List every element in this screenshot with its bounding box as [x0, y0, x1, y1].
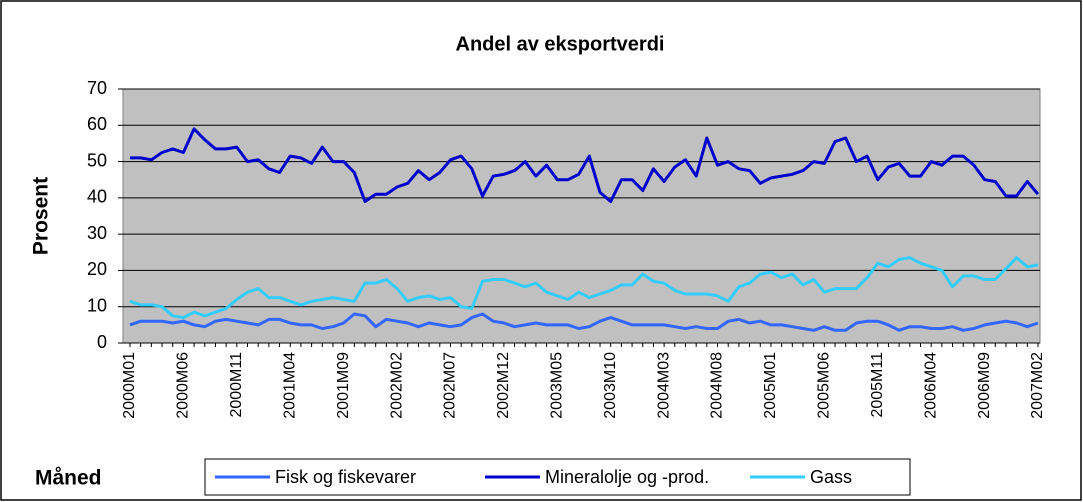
y-tick-label: 60 [87, 114, 107, 134]
y-tick-label: 30 [87, 223, 107, 243]
x-tick-label: 2002M07 [442, 352, 459, 419]
x-tick-label: 2003M10 [602, 352, 619, 419]
x-tick-label: 2000M11 [228, 352, 245, 418]
plot-area [122, 88, 1041, 344]
y-tick-label: 0 [97, 332, 107, 352]
legend-label: Fisk og fiskevarer [275, 467, 416, 487]
x-tick-label: 2000M06 [175, 352, 192, 419]
y-tick-label: 10 [87, 295, 107, 315]
x-tick-label: 2005M11 [869, 352, 886, 418]
x-tick-label: 2001M09 [335, 352, 352, 419]
x-tick-label: 2006M04 [922, 352, 939, 419]
x-tick-label: 2004M08 [709, 352, 726, 419]
series-line [129, 312, 1039, 332]
x-tick-label: 2001M04 [281, 352, 298, 419]
y-tick-label: 40 [87, 187, 107, 207]
x-tick-label: 2004M03 [655, 352, 672, 419]
x-axis-label: Måned [35, 467, 102, 490]
y-axis-label: Prosent [30, 177, 53, 255]
x-tick-label: 2003M05 [549, 352, 566, 419]
x-tick-label: 2002M12 [495, 352, 512, 419]
x-tick-label: 2006M09 [976, 352, 993, 419]
x-tick-label: 2007M02 [1029, 352, 1046, 419]
series-line [129, 256, 1039, 320]
chart-title: Andel av eksportverdi [456, 33, 665, 55]
x-tick-label: 2005M01 [762, 352, 779, 419]
y-tick-label: 70 [87, 78, 107, 98]
x-tick-label: 2005M06 [816, 352, 833, 419]
y-tick-label: 50 [87, 150, 107, 170]
legend-label: Mineralolje og -prod. [545, 467, 709, 487]
y-tick-label: 20 [87, 259, 107, 279]
x-tick-label: 2002M02 [388, 352, 405, 419]
legend-label: Gass [810, 467, 852, 487]
series-line [130, 127, 1040, 203]
x-tick-label: 2000M01 [121, 352, 138, 419]
